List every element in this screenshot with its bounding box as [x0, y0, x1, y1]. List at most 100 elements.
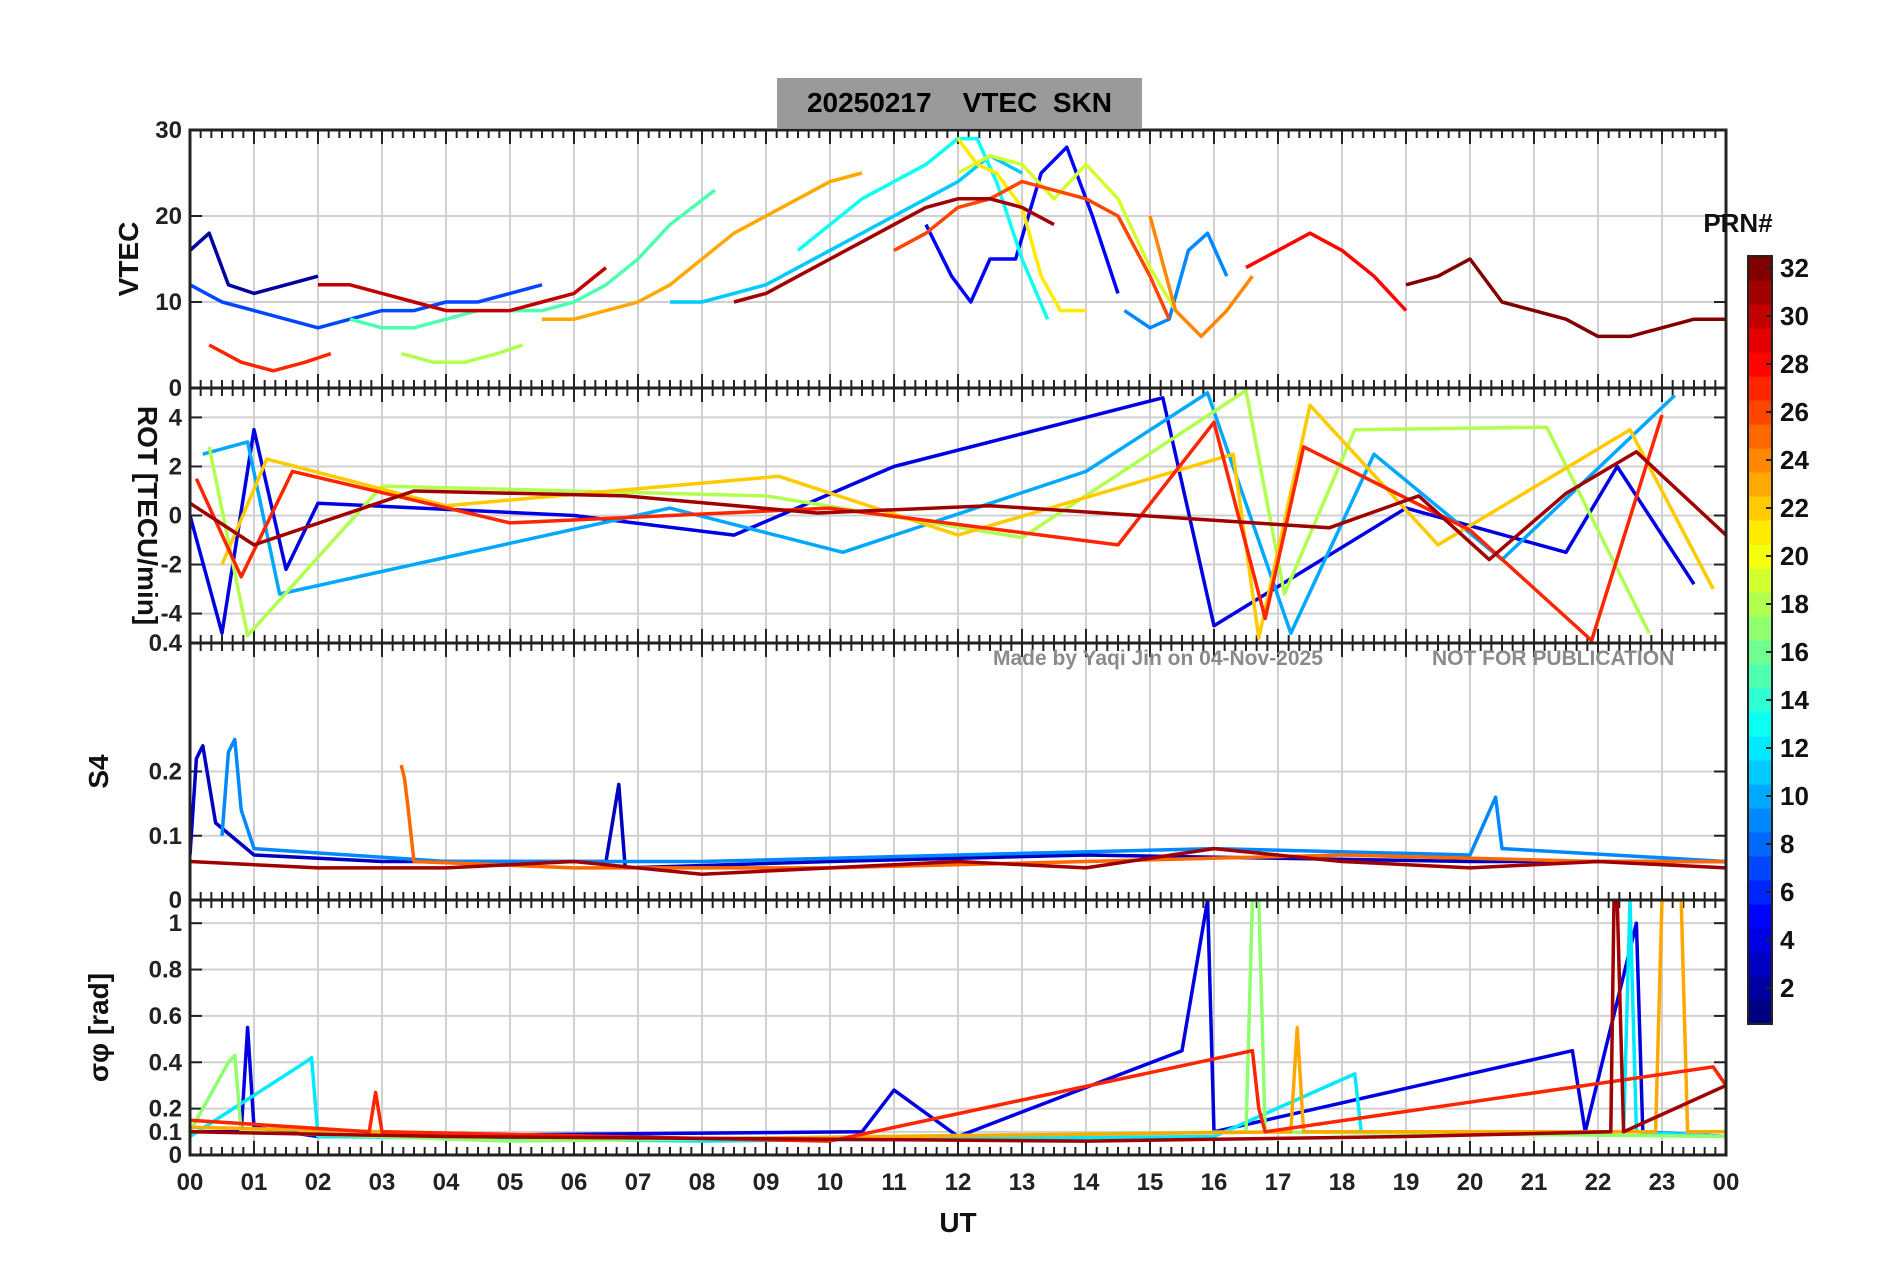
series-group — [190, 737, 1726, 877]
y-tick-label: 0.2 — [149, 759, 182, 786]
x-tick-label: 14 — [1073, 1169, 1100, 1196]
x-tick-label: 08 — [689, 1169, 716, 1196]
series-line-prn-10 — [202, 391, 1677, 635]
x-tick-label: 19 — [1393, 1169, 1420, 1196]
x-tick-label: 13 — [1009, 1169, 1036, 1196]
colorbar-tick-label: 8 — [1780, 829, 1794, 859]
series-line-prn-31 — [190, 846, 1726, 877]
colorbar-tick-label: 26 — [1780, 397, 1809, 427]
x-tick-label: 16 — [1201, 1169, 1228, 1196]
y-tick-label: 1 — [169, 910, 182, 937]
x-tick-label: 11 — [881, 1169, 906, 1196]
title-date: 20250217 — [806, 87, 932, 118]
series-line-prn-18 — [207, 388, 1651, 638]
colorbar-segment — [1748, 760, 1772, 785]
colorbar-segment — [1748, 424, 1772, 449]
panel-sigma_phi: 00.10.2 0.4 0.6 0.8 1 σφ [rad] — [83, 898, 1728, 1169]
y-tick-label: 2 — [169, 453, 182, 480]
panel-s4: 0 0.1 0.2 0.4 S4 — [83, 630, 1728, 914]
y-tick-label: 30 — [155, 117, 182, 144]
y-axis-label-vtec: VTEC — [113, 222, 144, 297]
y-tick-label: 4 — [169, 404, 183, 431]
title-station: SKN — [1052, 87, 1113, 118]
colorbar-segment — [1748, 904, 1772, 929]
colorbar-tick-label: 12 — [1780, 733, 1809, 763]
y-tick-label: 0 — [169, 1142, 182, 1169]
colorbar-tick-label: 18 — [1780, 589, 1809, 619]
series-group — [190, 136, 1726, 373]
x-tick-label: 06 — [561, 1169, 588, 1196]
colorbar-tick-label: 16 — [1780, 637, 1809, 667]
series-line-prn-30 — [318, 266, 608, 313]
colorbar-tick-label: 32 — [1780, 253, 1809, 283]
series-line-prn-11 — [670, 154, 1023, 304]
series-line-prn-26 — [893, 179, 1171, 320]
y-tick-label: 0.8 — [149, 957, 182, 984]
colorbar-title: PRN# — [1703, 208, 1773, 238]
axes-frame — [188, 898, 1728, 1157]
x-tick-label: 15 — [1137, 1169, 1164, 1196]
colorbar-segment — [1748, 376, 1772, 401]
x-tick-label: 17 — [1265, 1169, 1292, 1196]
colorbar-segment — [1748, 280, 1772, 305]
colorbar-tick-label: 28 — [1780, 349, 1809, 379]
series-line-prn-24 — [1148, 215, 1254, 339]
y-tick-label: 20 — [155, 203, 182, 230]
y-tick-label: -2 — [161, 552, 182, 579]
panel-vtec: 0 10 20 30 VTEC — [113, 117, 1728, 402]
series-group — [190, 900, 1726, 1143]
colorbar-segment — [1748, 952, 1772, 977]
y-tick-label: 0.6 — [149, 1003, 182, 1030]
series-line-prn-27 — [194, 414, 1664, 643]
y-tick-label: 0.4 — [149, 630, 183, 657]
x-tick-label: 10 — [817, 1169, 844, 1196]
x-tick-label: 12 — [945, 1169, 972, 1196]
series-line-prn-13 — [796, 136, 1050, 320]
colorbar-frame — [1747, 255, 1773, 1025]
series-line-prn-2 — [190, 231, 319, 296]
series-line-prn-19 — [957, 154, 1178, 312]
colorbar-segment — [1748, 568, 1772, 593]
x-tick-label: 05 — [497, 1169, 524, 1196]
x-tick-label: 20 — [1457, 1169, 1484, 1196]
colorbar-tick-label: 30 — [1780, 301, 1809, 331]
colorbar-tick-label: 2 — [1780, 973, 1794, 1003]
colorbar-segment — [1748, 520, 1772, 545]
y-tick-label: 0 — [169, 887, 182, 914]
series-line-prn-31 — [190, 450, 1726, 562]
title-quantity: VTEC — [962, 87, 1038, 118]
series-line-prn-27 — [208, 343, 332, 373]
colorbar-segment — [1748, 472, 1772, 497]
y-tick-label: 0.2 — [149, 1096, 182, 1123]
x-tick-label: 03 — [369, 1169, 396, 1196]
colorbar-segment — [1748, 856, 1772, 881]
colorbar-segment — [1748, 328, 1772, 353]
x-tick-label: 23 — [1649, 1169, 1676, 1196]
series-line-prn-15 — [349, 188, 716, 330]
y-tick-label: 0.1 — [149, 823, 182, 850]
series-line-prn-9 — [220, 737, 1726, 864]
figure-title: 20250217 VTEC SKN — [777, 78, 1142, 128]
series-line-prn-31 — [733, 197, 1055, 304]
x-tick-label: 01 — [241, 1169, 268, 1196]
y-tick-label: 0 — [169, 503, 182, 530]
y-tick-label: 0.4 — [149, 1049, 183, 1076]
y-axis-label-sigma_phi: σφ [rad] — [83, 973, 114, 1082]
series-line-prn-5 — [924, 145, 1120, 304]
series-line-prn-32 — [1405, 257, 1726, 339]
x-tick-label: 00 — [177, 1169, 204, 1196]
colorbar-segment — [1748, 664, 1772, 689]
y-tick-label: 0 — [169, 375, 182, 402]
watermark-notice: NOT FOR PUBLICATION — [1432, 647, 1674, 670]
y-tick-label: 0.1 — [149, 1119, 182, 1146]
series-line-prn-31 — [190, 900, 1726, 1143]
series-line-prn-22 — [220, 403, 1715, 640]
y-axis-label-rot: ROT [TECU/min] — [132, 406, 163, 625]
colorbar-segment — [1748, 616, 1772, 641]
series-line-prn-27 — [190, 1048, 1726, 1143]
x-tick-label: 21 — [1521, 1169, 1548, 1196]
x-tick-label: 18 — [1329, 1169, 1356, 1196]
series-line-prn-12 — [190, 900, 1726, 1143]
